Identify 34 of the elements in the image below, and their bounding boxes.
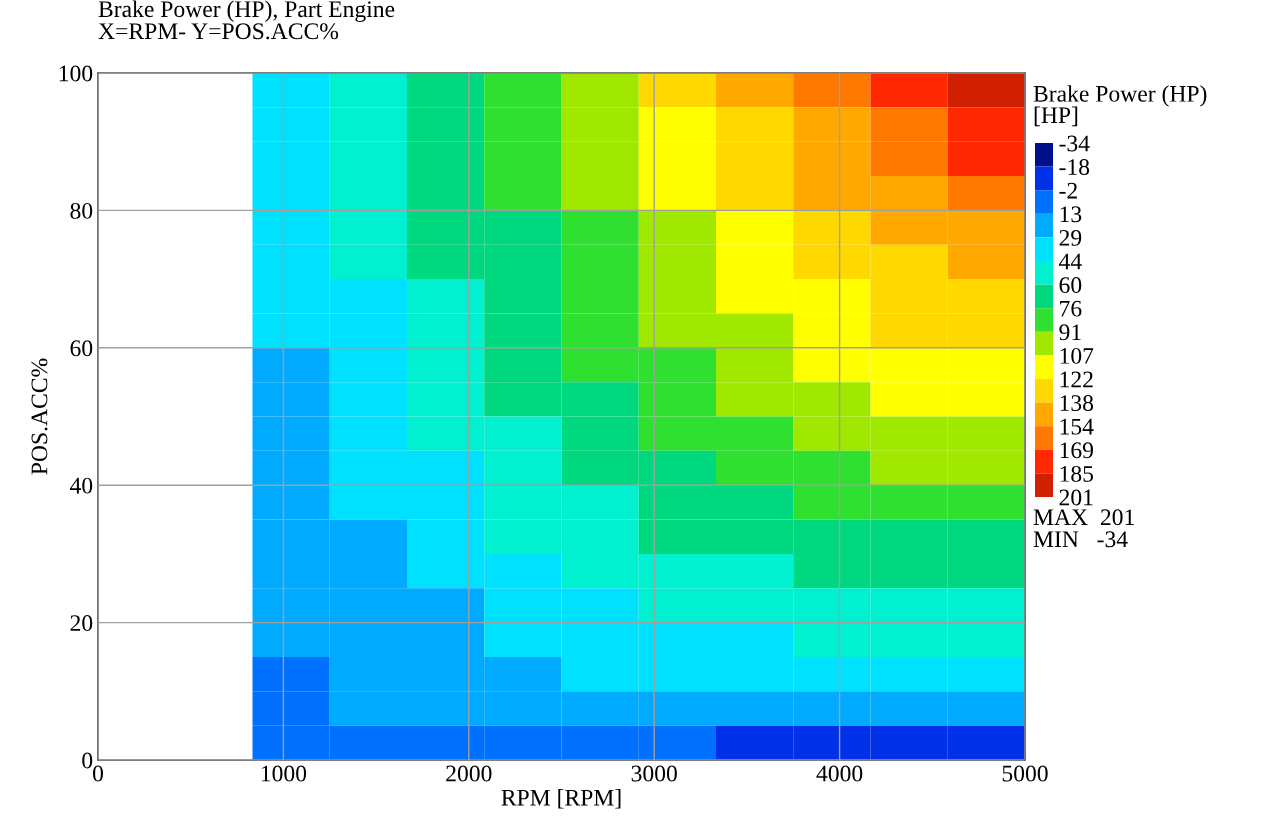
color-bar-label: 185	[1060, 465, 1094, 482]
color-bar-label: 60	[1059, 277, 1082, 294]
chart-title: Brake Power (HP), Part Engine	[98, 0, 395, 22]
color-bar-label: 169	[1060, 442, 1094, 459]
color-bar-label: -34	[1059, 135, 1090, 152]
color-bar-label: -2	[1059, 182, 1077, 199]
y-tick-label: 0	[82, 752, 93, 769]
x-tick-label: 3000	[631, 765, 677, 782]
color-bar-label: 13	[1060, 206, 1082, 223]
x-tick-label: 2000	[446, 765, 492, 782]
y-tick-label: 100	[59, 65, 93, 82]
color-bar-label: 91	[1059, 324, 1081, 341]
color-bar-label: 107	[1060, 347, 1094, 364]
chart-subtitle: X=RPM- Y=POS.ACC%	[98, 23, 339, 40]
x-tick-label: 1000	[261, 765, 307, 782]
color-bar-label: 138	[1060, 395, 1094, 412]
color-bar-label: 29	[1059, 229, 1082, 246]
text: MAX 201	[1033, 509, 1134, 526]
y-tick-label: 40	[69, 477, 93, 494]
color-bar-label: 76	[1060, 300, 1082, 317]
color-bar-label: -18	[1059, 159, 1090, 176]
text: MIN -34	[1033, 531, 1128, 548]
y-tick-label: 80	[70, 202, 93, 219]
color-bar-label: 154	[1060, 418, 1094, 435]
color-bar-title: Brake Power (HP) [HP]	[1033, 85, 1207, 127]
color-bar-label: 44	[1059, 253, 1082, 270]
color-bar-label: 201	[1059, 489, 1093, 506]
y-tick-label: 20	[70, 615, 93, 632]
x-axis-title: RPM [RPM]	[501, 789, 621, 809]
x-tick-label: 5000	[1002, 765, 1048, 782]
y-axis-title: POS.ACC%	[31, 358, 48, 475]
color-bar-label: 122	[1060, 371, 1093, 388]
y-tick-label: 60	[70, 340, 93, 357]
x-tick-label: 4000	[816, 765, 863, 782]
